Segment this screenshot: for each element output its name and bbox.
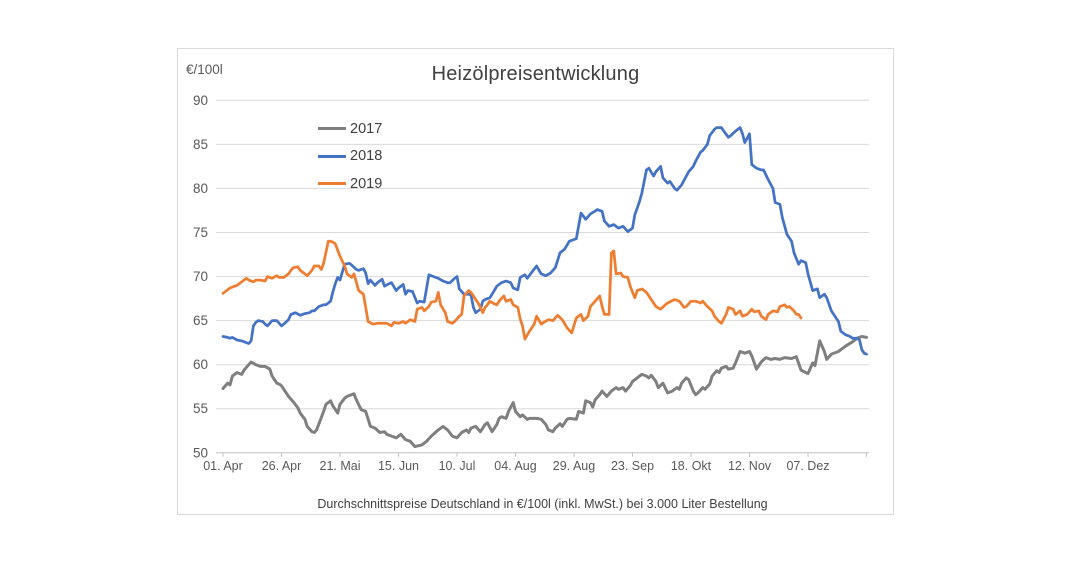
y-tick-label: 75 <box>193 225 208 240</box>
series-line-2018 <box>221 126 868 356</box>
x-tick-label: 21. Mai <box>320 459 361 473</box>
plot-area: 50 55 60 65 70 75 80 85 90 01. Apr 26. Apr 21. Mai 1… <box>193 93 869 473</box>
y-tick-label: 65 <box>193 313 208 328</box>
y-tick-label: 80 <box>193 181 208 196</box>
legend-label: 2017 <box>350 120 383 137</box>
legend-item-2019: 2019 <box>318 170 382 198</box>
x-tick-label: 01. Apr <box>203 459 243 473</box>
chart-caption: Durchschnittspreise Deutschland in €/100… <box>317 497 768 511</box>
x-tick-label: 10. Jul <box>439 459 476 473</box>
y-tick-label: 85 <box>193 137 208 152</box>
x-tick-label: 18. Okt <box>671 459 712 473</box>
series-line-2017 <box>221 335 868 449</box>
legend-label: 2018 <box>350 148 383 165</box>
x-tick-label: 26. Apr <box>262 459 302 473</box>
y-axis-unit-label: €/100l <box>186 62 223 77</box>
x-tick-label: 04. Aug <box>494 459 536 473</box>
y-tick-label: 90 <box>193 93 208 108</box>
legend-swatch-icon <box>318 154 346 158</box>
x-tick-label: 12. Nov <box>728 459 772 473</box>
chart-title: Heizölpreisentwicklung <box>431 63 640 85</box>
x-tick-label: 29. Aug <box>553 459 595 473</box>
x-tick-label: 23. Sep <box>611 459 654 473</box>
legend-swatch-icon <box>318 127 346 131</box>
y-tick-label: 50 <box>193 445 208 460</box>
legend: 2017 2018 2019 <box>318 115 382 198</box>
y-tick-label: 55 <box>193 401 208 416</box>
legend-item-2018: 2018 <box>318 143 382 171</box>
legend-item-2017: 2017 <box>318 115 382 143</box>
x-tick-label: 15. Jun <box>378 459 419 473</box>
x-tick-label: 07. Dez <box>786 459 829 473</box>
chart-panel: 50 55 60 65 70 75 80 85 90 01. Apr 26. Apr 21. Mai 1… <box>177 48 894 515</box>
legend-swatch-icon <box>318 182 346 186</box>
legend-label: 2019 <box>350 175 383 192</box>
series-line-2019 <box>221 239 803 341</box>
y-tick-label: 60 <box>193 357 208 372</box>
y-tick-label: 70 <box>193 269 208 284</box>
